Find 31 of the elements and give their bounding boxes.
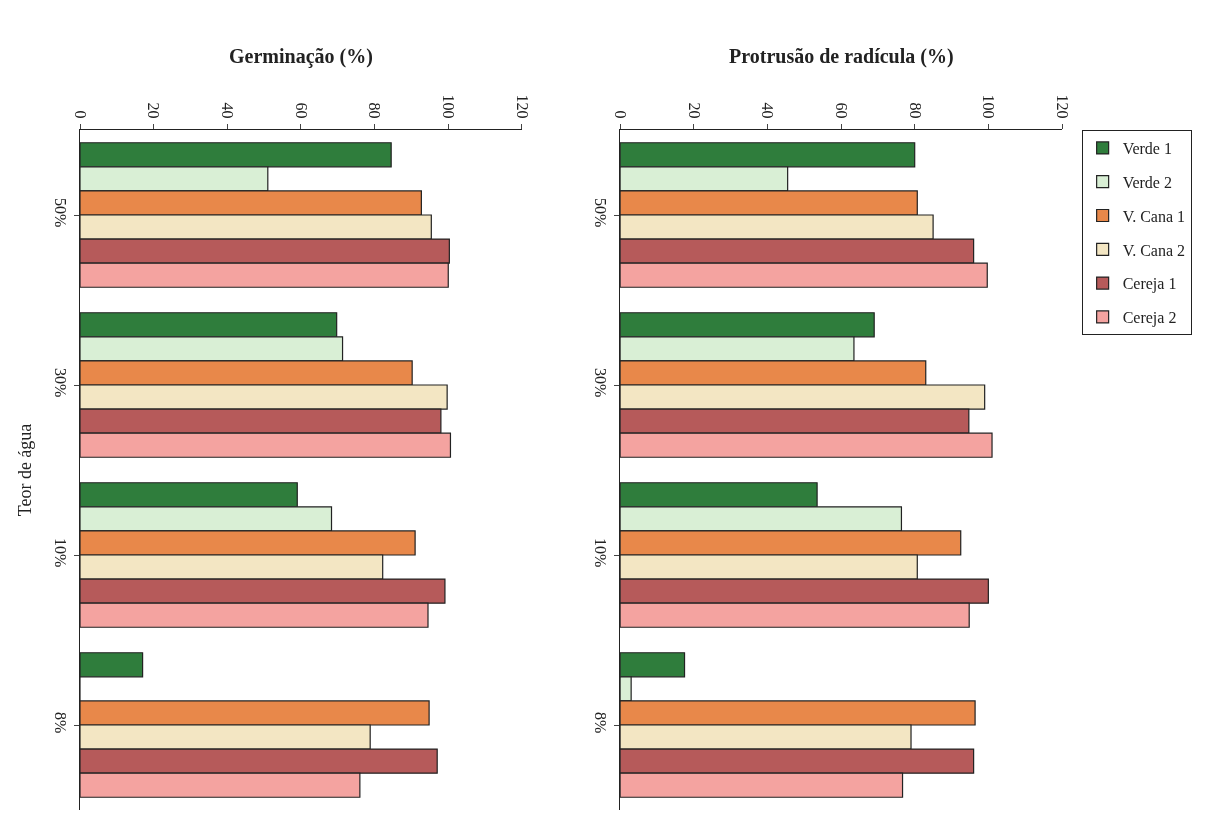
y-axis-title: Teor de água bbox=[15, 423, 35, 517]
y-tick-label: 50% bbox=[51, 197, 69, 228]
y-tick-label: 8% bbox=[51, 711, 69, 734]
legend-label: V. Cana 1 bbox=[1122, 207, 1186, 225]
y-tick-label: 8% bbox=[591, 711, 609, 734]
x-tick-label: 120 bbox=[1053, 94, 1071, 119]
x-tick-label: 40 bbox=[759, 102, 777, 119]
x-tick-label: 60 bbox=[832, 102, 850, 119]
x-tick-label: 100 bbox=[980, 94, 998, 119]
x-tick-label: 0 bbox=[71, 110, 89, 119]
legend-label: Verde 2 bbox=[1122, 173, 1172, 191]
legend-label: Cereja 1 bbox=[1122, 275, 1177, 294]
x-tick-label: 40 bbox=[219, 102, 237, 119]
x-tick-label: 100 bbox=[440, 94, 458, 119]
chart-title: Germinação (%) bbox=[229, 45, 373, 68]
x-tick-label: 20 bbox=[685, 102, 703, 119]
x-tick-label: 0 bbox=[611, 110, 629, 119]
y-tick-label: 30% bbox=[51, 367, 69, 398]
y-tick-label: 10% bbox=[591, 537, 609, 568]
legend-label: Cereja 2 bbox=[1122, 309, 1177, 328]
x-tick-label: 80 bbox=[906, 102, 924, 119]
x-tick-label: 80 bbox=[366, 102, 384, 119]
legend-label: V. Cana 2 bbox=[1122, 241, 1186, 259]
y-tick-label: 50% bbox=[591, 197, 609, 228]
x-tick-label: 60 bbox=[292, 102, 310, 119]
x-tick-label: 120 bbox=[513, 94, 531, 119]
legend-label: Verde 1 bbox=[1122, 140, 1172, 158]
x-tick-label: 20 bbox=[145, 102, 163, 119]
chart-title: Protrusão de radícula (%) bbox=[729, 45, 954, 68]
y-tick-label: 30% bbox=[591, 367, 609, 398]
y-tick-label: 10% bbox=[51, 537, 69, 568]
